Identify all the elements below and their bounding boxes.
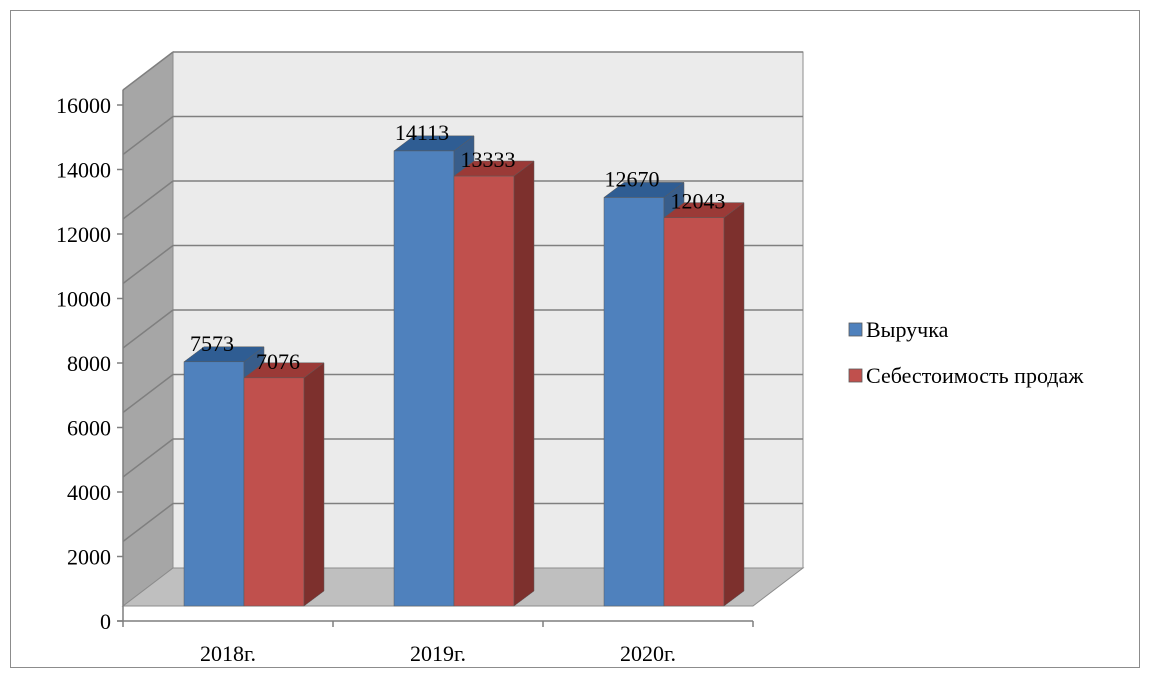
bar-top <box>603 182 685 198</box>
bar-side <box>303 362 325 607</box>
x-tick-label: 2020г. <box>620 641 676 666</box>
y-tick-label: 16000 <box>56 93 111 118</box>
x-tick-label: 2018г. <box>200 641 256 666</box>
gridline-side <box>122 373 174 414</box>
x-axis-ticks: 2018г. 2019г. 2020г. <box>122 621 754 666</box>
y-tick-label: 10000 <box>56 287 111 312</box>
data-label: 13333 <box>461 147 516 172</box>
gridline-side <box>122 309 174 349</box>
gridline-side <box>122 438 174 478</box>
bar-front <box>663 217 725 607</box>
gridline-side <box>122 51 174 91</box>
bar-top <box>663 202 745 218</box>
legend-swatch <box>848 322 863 337</box>
data-labels: 7573 7076 14113 13333 12670 12043 <box>190 120 726 374</box>
bar-top <box>243 362 325 379</box>
chart-canvas: 0 2000 4000 6000 8000 10000 12000 14000 16000 20… <box>56 50 1084 666</box>
bar-side <box>513 160 535 607</box>
y-tick-label: 8000 <box>67 351 111 376</box>
bar-top <box>453 160 535 177</box>
data-label: 12670 <box>605 166 660 191</box>
y-tick-label: 2000 <box>67 545 111 570</box>
x-tick-label: 2019г. <box>410 641 466 666</box>
bar-front <box>393 150 455 607</box>
bars <box>183 135 745 607</box>
bar <box>663 202 745 607</box>
bar-front <box>183 361 245 607</box>
bar-front <box>453 175 515 607</box>
gridline-side <box>122 115 174 156</box>
bar <box>453 160 535 607</box>
y-tick-label: 0 <box>100 609 111 634</box>
bar-top <box>393 135 475 152</box>
data-label: 12043 <box>671 189 726 214</box>
y-tick-label: 12000 <box>56 222 111 247</box>
bar-front <box>603 197 665 607</box>
bar-side <box>723 202 745 607</box>
bar-top <box>183 346 265 363</box>
legend-label: Себестоимость продаж <box>866 363 1084 388</box>
bar <box>243 362 325 607</box>
chart-frame: 0 2000 4000 6000 8000 10000 12000 14000 16000 20… <box>10 10 1140 668</box>
legend: Выручка Себестоимость продаж <box>848 317 1084 388</box>
legend-swatch <box>848 368 863 383</box>
data-label: 14113 <box>395 120 449 145</box>
y-tick-label: 6000 <box>67 416 111 441</box>
gridline-side <box>122 180 174 220</box>
legend-label: Выручка <box>866 317 949 342</box>
y-axis-ticks: 0 2000 4000 6000 8000 10000 12000 14000 16000 <box>56 93 123 634</box>
gridline-side <box>122 244 174 285</box>
gridline-side <box>122 502 174 543</box>
axes <box>117 90 753 622</box>
bar-front <box>243 377 305 607</box>
data-label: 7573 <box>190 331 234 356</box>
y-tick-label: 4000 <box>67 480 111 505</box>
y-tick-label: 14000 <box>56 158 111 183</box>
data-label: 7076 <box>256 349 300 374</box>
